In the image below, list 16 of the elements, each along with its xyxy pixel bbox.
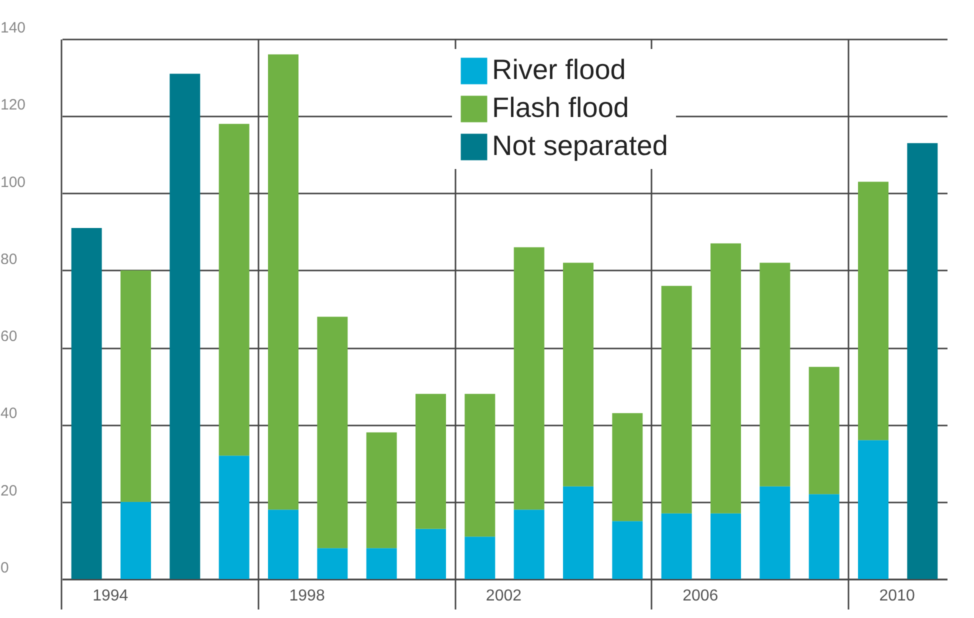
y-tick-label: 0	[0, 560, 9, 576]
y-tick-label: 100	[0, 174, 26, 191]
legend-label: Flash flood	[492, 92, 629, 123]
y-tick-label: 40	[0, 405, 18, 422]
x-tick-label: 1994	[92, 588, 128, 604]
y-tick-label: 80	[0, 250, 18, 268]
x-tick-label: 2010	[879, 588, 915, 604]
x-tick-label: 1998	[289, 588, 325, 604]
x-tick-label: 2002	[486, 588, 522, 604]
legend-label: River flood	[492, 54, 626, 85]
x-tick-label: 2006	[682, 588, 718, 604]
y-tick-label: 140	[0, 20, 26, 36]
y-tick-label: 20	[0, 482, 18, 500]
y-tick-label: 60	[0, 328, 18, 346]
legend-label: Not separated	[492, 130, 668, 161]
y-tick-label: 120	[0, 96, 26, 114]
